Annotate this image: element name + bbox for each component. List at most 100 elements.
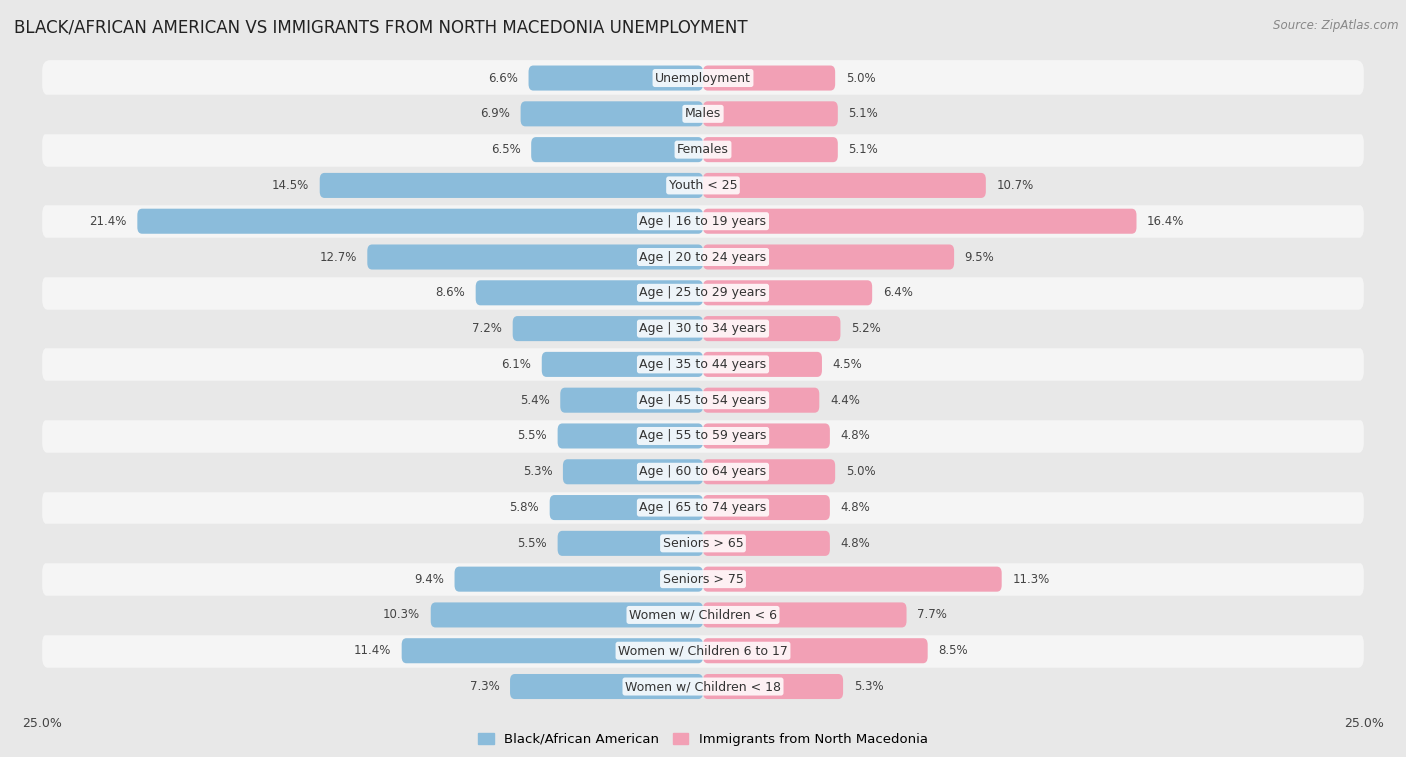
FancyBboxPatch shape [402, 638, 703, 663]
FancyBboxPatch shape [703, 209, 1136, 234]
Text: 5.5%: 5.5% [517, 429, 547, 443]
FancyBboxPatch shape [42, 490, 1364, 525]
FancyBboxPatch shape [42, 561, 1364, 597]
FancyBboxPatch shape [703, 316, 841, 341]
Text: Age | 25 to 29 years: Age | 25 to 29 years [640, 286, 766, 299]
Text: 4.4%: 4.4% [830, 394, 859, 407]
FancyBboxPatch shape [560, 388, 703, 413]
Text: Males: Males [685, 107, 721, 120]
FancyBboxPatch shape [510, 674, 703, 699]
FancyBboxPatch shape [42, 132, 1364, 167]
FancyBboxPatch shape [454, 567, 703, 592]
Text: 21.4%: 21.4% [90, 215, 127, 228]
FancyBboxPatch shape [367, 245, 703, 269]
FancyBboxPatch shape [42, 382, 1364, 418]
Text: 5.2%: 5.2% [851, 322, 880, 335]
FancyBboxPatch shape [550, 495, 703, 520]
FancyBboxPatch shape [138, 209, 703, 234]
FancyBboxPatch shape [42, 96, 1364, 132]
FancyBboxPatch shape [703, 280, 872, 305]
FancyBboxPatch shape [475, 280, 703, 305]
Text: 6.6%: 6.6% [488, 72, 517, 85]
FancyBboxPatch shape [703, 388, 820, 413]
Text: 6.9%: 6.9% [481, 107, 510, 120]
Text: Youth < 25: Youth < 25 [669, 179, 737, 192]
Text: Age | 55 to 59 years: Age | 55 to 59 years [640, 429, 766, 443]
Text: 6.4%: 6.4% [883, 286, 912, 299]
FancyBboxPatch shape [703, 352, 823, 377]
FancyBboxPatch shape [42, 633, 1364, 668]
FancyBboxPatch shape [513, 316, 703, 341]
Text: Age | 65 to 74 years: Age | 65 to 74 years [640, 501, 766, 514]
Text: 7.7%: 7.7% [917, 609, 948, 621]
FancyBboxPatch shape [520, 101, 703, 126]
FancyBboxPatch shape [42, 668, 1364, 705]
Text: Women w/ Children 6 to 17: Women w/ Children 6 to 17 [619, 644, 787, 657]
FancyBboxPatch shape [42, 60, 1364, 96]
Text: Age | 60 to 64 years: Age | 60 to 64 years [640, 466, 766, 478]
Text: 16.4%: 16.4% [1147, 215, 1184, 228]
Text: 4.8%: 4.8% [841, 501, 870, 514]
FancyBboxPatch shape [319, 173, 703, 198]
Text: Women w/ Children < 6: Women w/ Children < 6 [628, 609, 778, 621]
FancyBboxPatch shape [703, 245, 955, 269]
FancyBboxPatch shape [703, 423, 830, 448]
FancyBboxPatch shape [703, 101, 838, 126]
FancyBboxPatch shape [42, 418, 1364, 454]
Text: 5.8%: 5.8% [509, 501, 538, 514]
Text: Females: Females [678, 143, 728, 156]
FancyBboxPatch shape [42, 239, 1364, 275]
Text: Seniors > 65: Seniors > 65 [662, 537, 744, 550]
Text: 4.8%: 4.8% [841, 429, 870, 443]
FancyBboxPatch shape [703, 137, 838, 162]
Text: Age | 20 to 24 years: Age | 20 to 24 years [640, 251, 766, 263]
FancyBboxPatch shape [558, 423, 703, 448]
Text: 7.2%: 7.2% [472, 322, 502, 335]
FancyBboxPatch shape [529, 66, 703, 91]
Text: 4.5%: 4.5% [832, 358, 862, 371]
FancyBboxPatch shape [703, 66, 835, 91]
Text: 4.8%: 4.8% [841, 537, 870, 550]
FancyBboxPatch shape [42, 204, 1364, 239]
Text: BLACK/AFRICAN AMERICAN VS IMMIGRANTS FROM NORTH MACEDONIA UNEMPLOYMENT: BLACK/AFRICAN AMERICAN VS IMMIGRANTS FRO… [14, 19, 748, 37]
Text: 11.4%: 11.4% [354, 644, 391, 657]
FancyBboxPatch shape [430, 603, 703, 628]
FancyBboxPatch shape [703, 531, 830, 556]
Text: 12.7%: 12.7% [319, 251, 357, 263]
FancyBboxPatch shape [42, 525, 1364, 561]
Text: 6.1%: 6.1% [502, 358, 531, 371]
Text: 8.5%: 8.5% [938, 644, 967, 657]
FancyBboxPatch shape [558, 531, 703, 556]
Text: Age | 16 to 19 years: Age | 16 to 19 years [640, 215, 766, 228]
FancyBboxPatch shape [531, 137, 703, 162]
FancyBboxPatch shape [541, 352, 703, 377]
FancyBboxPatch shape [703, 567, 1001, 592]
Text: 14.5%: 14.5% [271, 179, 309, 192]
Text: 5.0%: 5.0% [846, 72, 876, 85]
FancyBboxPatch shape [703, 674, 844, 699]
Text: 10.7%: 10.7% [997, 179, 1033, 192]
Text: Seniors > 75: Seniors > 75 [662, 572, 744, 586]
FancyBboxPatch shape [703, 603, 907, 628]
FancyBboxPatch shape [703, 173, 986, 198]
Text: 8.6%: 8.6% [436, 286, 465, 299]
Text: Women w/ Children < 18: Women w/ Children < 18 [626, 680, 780, 693]
FancyBboxPatch shape [42, 597, 1364, 633]
FancyBboxPatch shape [562, 459, 703, 484]
Text: 5.1%: 5.1% [848, 143, 879, 156]
Text: Source: ZipAtlas.com: Source: ZipAtlas.com [1274, 19, 1399, 32]
Text: 5.0%: 5.0% [846, 466, 876, 478]
Legend: Black/African American, Immigrants from North Macedonia: Black/African American, Immigrants from … [472, 727, 934, 751]
Text: 11.3%: 11.3% [1012, 572, 1049, 586]
Text: Unemployment: Unemployment [655, 72, 751, 85]
Text: Age | 30 to 34 years: Age | 30 to 34 years [640, 322, 766, 335]
FancyBboxPatch shape [42, 275, 1364, 310]
Text: 7.3%: 7.3% [470, 680, 499, 693]
Text: 9.5%: 9.5% [965, 251, 994, 263]
FancyBboxPatch shape [703, 459, 835, 484]
Text: 9.4%: 9.4% [415, 572, 444, 586]
Text: 5.5%: 5.5% [517, 537, 547, 550]
FancyBboxPatch shape [42, 454, 1364, 490]
Text: 6.5%: 6.5% [491, 143, 520, 156]
Text: 5.3%: 5.3% [523, 466, 553, 478]
